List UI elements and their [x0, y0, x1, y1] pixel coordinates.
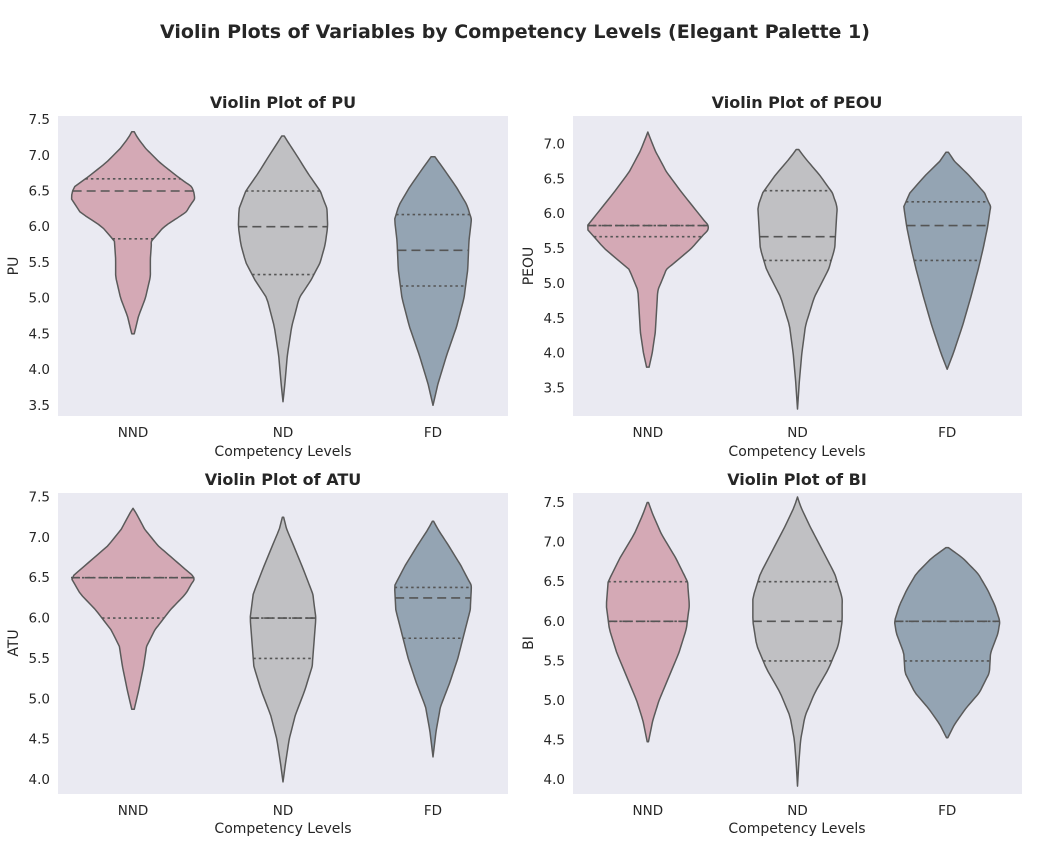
x-tick-label: FD: [938, 803, 956, 819]
x-tick-label: NND: [118, 425, 149, 441]
y-tick-label: 4.5: [544, 733, 565, 749]
y-axis-label-bi: BI: [521, 636, 537, 650]
y-tick-label: 4.0: [29, 362, 50, 378]
plot-title-atu: Violin Plot of ATU: [205, 470, 362, 489]
y-tick-label: 6.0: [544, 614, 565, 630]
violin-fd: [394, 155, 473, 407]
y-tick-label: 7.0: [544, 136, 565, 152]
violin-nd: [752, 496, 843, 787]
y-tick-label: 4.0: [544, 346, 565, 362]
plot-title-pu: Violin Plot of PU: [210, 93, 356, 112]
violin-marks-bi: 4.0 4.5 5.0 5.5 6.0 6.5 7.0 7.5 NND ND FD: [544, 495, 1001, 819]
x-axis-label-pu: Competency Levels: [214, 444, 351, 460]
x-tick-label: ND: [273, 425, 294, 441]
y-tick-label: 4.5: [544, 311, 565, 327]
violin-marks-atu: 4.0 4.5 5.0 5.5 6.0 6.5 7.0 7.5 NND ND FD: [29, 490, 473, 819]
violin-nnd: [70, 130, 196, 335]
y-tick-label: 4.5: [29, 732, 50, 748]
y-tick-label: 4.5: [29, 326, 50, 342]
subplot-peou: Violin Plot of PEOU Competency Levels PE…: [521, 93, 1022, 460]
violin-nd: [249, 516, 317, 783]
y-tick-label: 7.5: [29, 112, 50, 128]
subplot-pu: Violin Plot of PU Competency Levels PU 3…: [6, 93, 508, 460]
violin-nnd: [71, 507, 195, 711]
y-tick-label: 5.5: [29, 651, 50, 667]
y-tick-label: 6.0: [29, 219, 50, 235]
y-tick-label: 6.0: [544, 206, 565, 222]
y-axis-label-pu: PU: [6, 257, 22, 276]
y-tick-label: 6.5: [29, 570, 50, 586]
y-tick-label: 6.0: [29, 611, 50, 627]
x-axis-label-bi: Competency Levels: [728, 821, 865, 837]
violin-nd: [757, 148, 838, 410]
violin-nnd: [587, 131, 710, 368]
x-tick-label: FD: [424, 425, 442, 441]
violin-marks-peou: 3.5 4.0 4.5 5.0 5.5 6.0 6.5 7.0 NND ND FD: [544, 131, 992, 441]
y-tick-label: 5.0: [544, 276, 565, 292]
y-tick-label: 5.0: [544, 693, 565, 709]
x-tick-label: NND: [633, 803, 664, 819]
y-tick-label: 7.0: [544, 535, 565, 551]
y-tick-label: 7.0: [29, 530, 50, 546]
y-tick-label: 5.5: [544, 241, 565, 257]
x-axis-label-atu: Competency Levels: [214, 821, 351, 837]
y-tick-label: 4.0: [544, 772, 565, 788]
y-tick-label: 5.0: [29, 691, 50, 707]
y-tick-label: 6.5: [544, 171, 565, 187]
violin-nd: [237, 135, 329, 403]
x-tick-label: NND: [118, 803, 149, 819]
y-tick-label: 7.5: [544, 495, 565, 511]
figure-title: Violin Plots of Variables by Competency …: [160, 21, 870, 43]
y-tick-label: 6.5: [544, 574, 565, 590]
y-tick-label: 6.5: [29, 184, 50, 200]
plot-title-peou: Violin Plot of PEOU: [712, 93, 883, 112]
x-tick-label: FD: [938, 425, 956, 441]
y-tick-label: 5.5: [29, 255, 50, 271]
x-tick-label: NND: [633, 425, 664, 441]
y-axis-label-peou: PEOU: [521, 247, 537, 286]
subplot-atu: Violin Plot of ATU Competency Levels ATU…: [6, 470, 508, 837]
x-tick-label: ND: [787, 803, 808, 819]
x-tick-label: FD: [424, 803, 442, 819]
y-tick-label: 7.0: [29, 148, 50, 164]
x-tick-label: ND: [273, 803, 294, 819]
y-tick-label: 7.5: [29, 490, 50, 506]
x-axis-label-peou: Competency Levels: [728, 444, 865, 460]
y-tick-label: 3.5: [544, 381, 565, 397]
violin-fd: [893, 546, 1001, 739]
y-tick-label: 4.0: [29, 772, 50, 788]
x-tick-label: ND: [787, 425, 808, 441]
subplot-bi: Violin Plot of BI Competency Levels BI 4…: [521, 470, 1022, 837]
y-axis-label-atu: ATU: [6, 629, 22, 656]
violin-marks-pu: 3.5 4.0 4.5 5.0 5.5 6.0 6.5 7.0 7.5 NND ND FD: [29, 112, 473, 441]
plot-title-bi: Violin Plot of BI: [727, 470, 867, 489]
y-tick-label: 3.5: [29, 398, 50, 414]
y-tick-label: 5.0: [29, 291, 50, 307]
y-tick-label: 5.5: [544, 653, 565, 669]
violin-fd: [394, 520, 473, 758]
